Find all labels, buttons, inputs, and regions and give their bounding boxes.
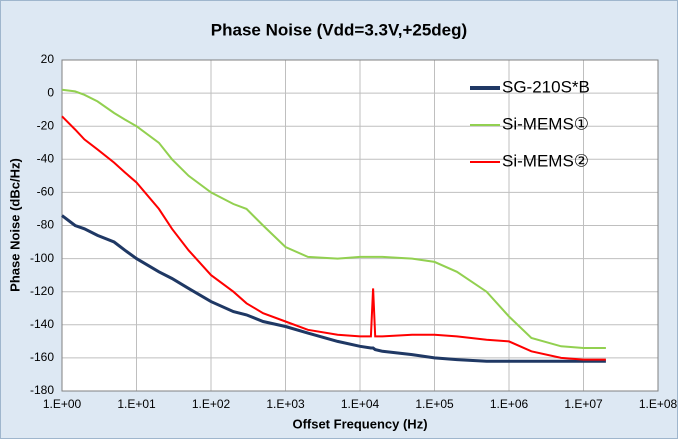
y-tick-label: -80	[37, 218, 55, 232]
y-tick-label: -180	[30, 383, 54, 397]
series-line	[61, 214, 606, 363]
legend-label: Si-MEMS①	[502, 114, 589, 133]
y-tick-label: 0	[47, 85, 54, 99]
x-tick-label: 1.E+07	[564, 397, 603, 411]
x-tick-label: 1.E+02	[192, 397, 231, 411]
series-line	[61, 115, 606, 361]
legend-label: Si-MEMS②	[502, 151, 589, 170]
y-tick-label: 20	[41, 52, 55, 66]
plot-border	[61, 59, 659, 392]
y-tick-label: -120	[30, 284, 54, 298]
x-tick-label: 1.E+06	[490, 397, 529, 411]
x-tick-label: 1.E+05	[415, 397, 454, 411]
x-tick-label: 1.E+00	[43, 397, 82, 411]
y-tick-label: -20	[37, 118, 55, 132]
y-tick-label: -140	[30, 317, 54, 331]
x-tick-label: 1.E+03	[266, 397, 305, 411]
y-axis-label: Phase Noise (dBc/Hz)	[7, 158, 22, 292]
x-tick-label: 1.E+04	[341, 397, 380, 411]
x-tick-label: 1.E+01	[117, 397, 156, 411]
x-axis-label: Offset Frequency (Hz)	[292, 416, 427, 431]
y-tick-label: -100	[30, 251, 54, 265]
series-line	[61, 88, 606, 349]
x-tick-label: 1.E+08	[639, 397, 678, 411]
y-tick-label: -60	[37, 185, 55, 199]
legend-label: SG-210S*B	[502, 77, 590, 96]
chart-title: Phase Noise (Vdd=3.3V,+25deg)	[211, 20, 467, 39]
y-tick-label: -40	[37, 151, 55, 165]
y-tick-label: -160	[30, 350, 54, 364]
